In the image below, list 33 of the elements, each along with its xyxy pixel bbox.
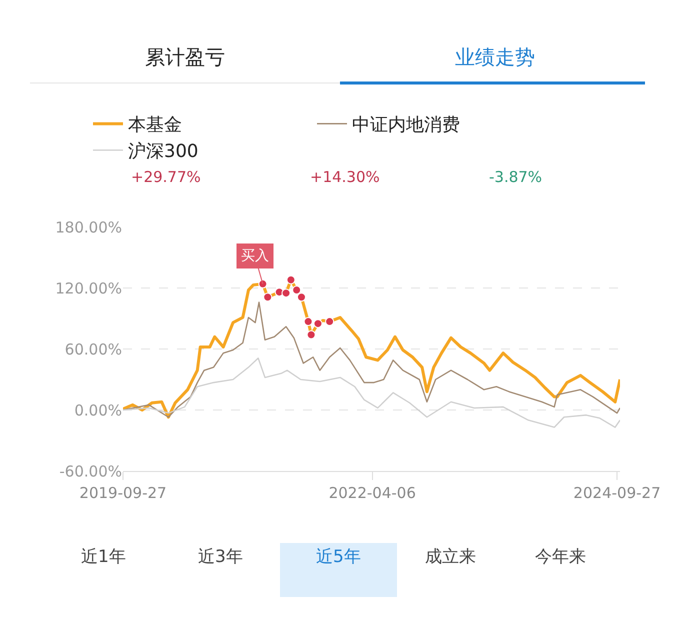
legend-label: 本基金 xyxy=(128,114,182,136)
point xyxy=(282,288,291,298)
text: 成立来 xyxy=(425,547,476,567)
point xyxy=(304,317,313,326)
point xyxy=(292,286,302,295)
x-tick-label: 2024-09-27 xyxy=(573,484,661,502)
line-series xyxy=(123,358,620,428)
x-tick-label: 2022-04-06 xyxy=(328,484,416,502)
text: 近1年 xyxy=(81,547,126,567)
text: 近5年 xyxy=(316,547,361,567)
y-tick-label: 120.00% xyxy=(55,279,122,298)
point xyxy=(313,319,322,328)
y-tick-label: 60.00% xyxy=(64,340,122,358)
point xyxy=(306,330,316,340)
text: 业绩走势 xyxy=(455,45,535,69)
legend-label: 沪深300 xyxy=(128,141,198,162)
annotation: 买入 xyxy=(241,248,269,264)
y-tick-label: -60.00% xyxy=(59,462,122,480)
point xyxy=(286,275,296,284)
text: 今年来 xyxy=(535,547,586,567)
point xyxy=(263,292,272,302)
text: 近3年 xyxy=(198,547,243,567)
legend-label: 中证内地消费 xyxy=(352,114,460,136)
point xyxy=(296,292,306,302)
line-series xyxy=(123,302,620,418)
y-tick-label: 180.00% xyxy=(55,218,122,236)
x-tick-label: 2019-09-27 xyxy=(79,484,167,502)
text: +14.30% xyxy=(310,168,380,186)
y-tick-label: 0.00% xyxy=(74,401,122,420)
text: +29.77% xyxy=(131,168,201,186)
text: -3.87% xyxy=(489,168,542,186)
text: 累计盈亏 xyxy=(145,45,225,69)
point xyxy=(258,279,268,288)
